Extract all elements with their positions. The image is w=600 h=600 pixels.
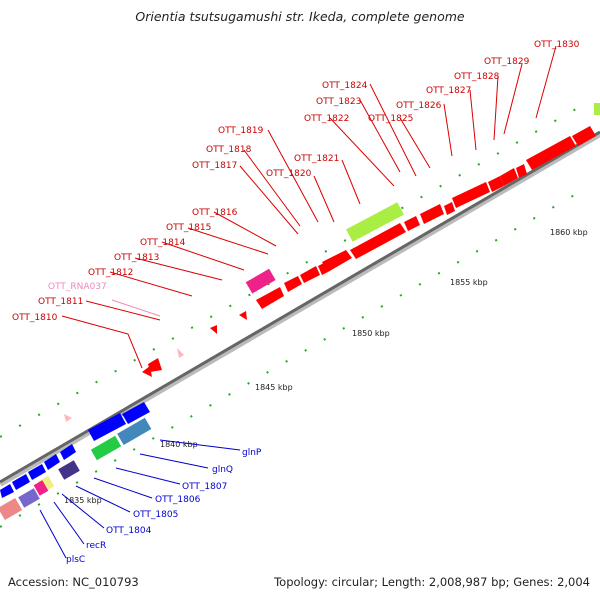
gene-glnQ [117,417,152,446]
gene-rev-c [0,484,14,498]
gene-OTT_1821 [346,202,404,242]
reverse-label-group: glnP glnQ OTT_1807 OTT_1806 OTT_1805 OTT… [66,448,262,565]
label-OTT_1827[interactable]: OTT_1827 [426,86,471,96]
label-OTT_1817[interactable]: OTT_1817 [192,161,237,171]
gene-OTT_1818 [318,263,328,275]
label-OTT_1815[interactable]: OTT_1815 [166,223,211,233]
tick-label-1860: 1860 kbp [550,228,588,237]
gene-OTT_1825 [452,182,490,208]
label-OTT_1813[interactable]: OTT_1813 [114,253,159,263]
label-OTT_1810[interactable]: OTT_1810 [12,313,58,323]
rna-OTT_RNA037 [177,348,184,358]
label-glnQ[interactable]: glnQ [212,465,233,475]
gene-OTT_1816 [284,276,302,292]
gene-OTT_1822 [404,216,420,231]
gene-OTT_1826 [488,176,504,192]
gene-OTT_1820 [350,223,406,259]
gene-OTT_1814 [245,268,276,294]
label-plsC[interactable]: plsC [66,555,85,565]
label-OTT_1816[interactable]: OTT_1816 [192,208,238,218]
label-OTT_1821[interactable]: OTT_1821 [294,154,339,164]
label-OTT_1818[interactable]: OTT_1818 [206,145,252,155]
gene-plsC [18,488,40,508]
gene-rev-a [122,402,150,424]
gene-OTT_1806 [60,444,76,460]
label-OTT_1822[interactable]: OTT_1822 [304,114,349,124]
label-OTT_1829[interactable]: OTT_1829 [484,57,530,67]
gene-glnP [88,413,126,441]
gene-OTT_1829 [526,136,576,170]
map-title: Orientia tsutsugamushi str. Ikeda, compl… [135,9,465,24]
label-OTT_1804[interactable]: OTT_1804 [106,526,152,536]
gene-OTT_1815 [256,287,284,309]
label-glnP[interactable]: glnP [242,448,262,458]
label-OTT_1820[interactable]: OTT_1820 [266,169,312,179]
label-OTT_1812[interactable]: OTT_1812 [88,268,133,278]
label-OTT_1825[interactable]: OTT_1825 [368,114,413,124]
gene-OTT_1827 [500,168,518,186]
label-OTT_1830[interactable]: OTT_1830 [534,40,580,50]
accession-text: Accession: NC_010793 [8,575,139,589]
gene-rev-b [12,474,30,490]
label-OTT_1823[interactable]: OTT_1823 [316,97,361,107]
gene-magenta-lower [33,480,49,496]
gene-OTT_1830 [572,126,596,146]
gene-OTT_1811 [148,358,162,372]
gene-salmon [0,497,23,521]
label-OTT_1824[interactable]: OTT_1824 [322,81,368,91]
rna-leader [111,299,161,317]
reverse-features [0,402,152,521]
gene-OTT_1817 [300,266,320,283]
label-OTT_1828[interactable]: OTT_1828 [454,72,500,82]
gene-OTT_1824 [444,202,455,215]
gene-OTT_1813 [239,311,247,320]
label-OTT_1805[interactable]: OTT_1805 [133,510,178,520]
forward-label-group: OTT_1810 OTT_RNA037 OTT_1811 OTT_1812 OT… [12,40,580,323]
reverse-leaders [39,439,241,559]
rna-lower [64,414,72,422]
gene-OTT_1805 [44,454,60,470]
label-OTT_1806[interactable]: OTT_1806 [155,495,201,505]
tick-label-1850: 1850 kbp [352,329,390,338]
tick-label-1855: 1855 kbp [450,278,488,287]
guide-line-inner [0,185,591,528]
forward-features [142,103,600,377]
gene-OTT_1823 [420,204,444,224]
label-OTT_RNA037[interactable]: OTT_RNA037 [48,282,107,292]
gene-recR [58,460,80,480]
tick-label-1840: 1840 kbp [160,440,198,449]
label-OTT_1819[interactable]: OTT_1819 [218,126,264,136]
label-OTT_1807[interactable]: OTT_1807 [182,482,227,492]
label-OTT_1826[interactable]: OTT_1826 [396,101,442,111]
label-OTT_1811[interactable]: OTT_1811 [38,297,83,307]
gene-OTT_1812 [210,325,217,334]
label-recR[interactable]: recR [86,541,106,551]
forward-leaders [61,45,557,369]
gene-OTT_1828 [516,164,527,178]
gene-OTT_1804 [28,464,46,480]
gene-OTT_1807 [90,435,122,461]
gene-edge-green [594,103,600,115]
tick-label-1845: 1845 kbp [255,383,293,392]
genome-summary-text: Topology: circular; Length: 2,008,987 bp… [274,575,590,589]
label-OTT_1814[interactable]: OTT_1814 [140,238,186,248]
tick-label-1835: 1835 kbp [64,496,102,505]
gene-OTT_1819 [322,250,352,272]
